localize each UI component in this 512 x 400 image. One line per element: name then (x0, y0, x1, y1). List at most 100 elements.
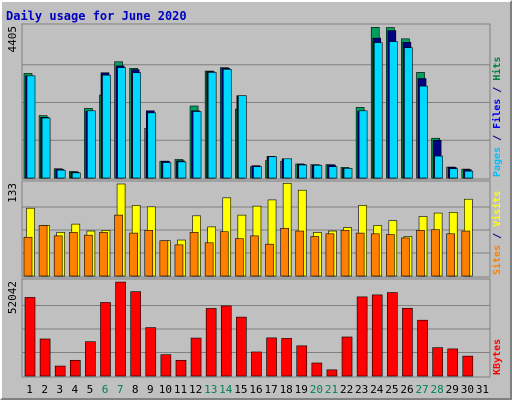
legend-segment: / (492, 129, 503, 147)
day-5-pages-bar (87, 110, 96, 179)
x-tick-label-29: 29 (446, 383, 459, 396)
panel-middle: 133 Sites / Visits (6, 180, 503, 278)
day-7-sites-bar (114, 214, 123, 277)
day-6-pages-bar (102, 74, 111, 179)
day-9-sites-bar (144, 230, 154, 277)
day-23-pages-bar (358, 110, 368, 179)
day-28-pages-bar (434, 155, 443, 179)
x-tick-label-31: 31 (476, 383, 489, 396)
x-tick-label-4: 4 (72, 383, 79, 396)
day-13-kbytes-bar (205, 308, 217, 377)
day-28-sites-bar (431, 229, 440, 277)
day-5-sites-bar (84, 234, 93, 277)
legend-segment: Files (491, 99, 503, 129)
x-tick-label-11: 11 (174, 383, 187, 396)
day-21-pages-bar (328, 166, 338, 179)
day-29-kbytes-bar (447, 348, 459, 377)
day-5-kbytes-bar (85, 341, 96, 377)
legend-segment: Sites (491, 245, 503, 275)
day-14-kbytes-bar (220, 305, 232, 377)
day-29-pages-bar (449, 168, 459, 179)
day-27-kbytes-bar (417, 319, 428, 377)
day-15-pages-bar (238, 95, 247, 179)
day-2-pages-bar (41, 117, 51, 179)
day-30-sites-bar (461, 230, 471, 277)
day-19-pages-bar (298, 164, 308, 179)
panel-bottom: 52042 KBytes (6, 278, 503, 378)
day-11-kbytes-bar (175, 359, 187, 377)
day-13-pages-bar (207, 72, 217, 179)
day-9-pages-bar (147, 112, 157, 179)
chart-title: Daily usage for June 2020 (6, 9, 187, 23)
day-26-pages-bar (404, 47, 413, 179)
day-21-kbytes-bar (326, 369, 338, 377)
day-25-pages-bar (389, 41, 398, 179)
legend-segment: Pages (492, 147, 503, 177)
x-tick-label-2: 2 (41, 383, 48, 396)
day-1-sites-bar (23, 236, 33, 277)
day-24-sites-bar (370, 233, 380, 277)
day-16-kbytes-bar (251, 351, 262, 377)
day-11-sites-bar (174, 244, 184, 277)
day-19-sites-bar (295, 230, 305, 277)
day-14-pages-bar (222, 69, 232, 179)
day-2-kbytes-bar (39, 338, 51, 377)
day-18-sites-bar (280, 227, 289, 277)
day-30-pages-bar (464, 170, 474, 179)
x-tick-label-24: 24 (370, 383, 384, 396)
x-tick-label-26: 26 (400, 383, 413, 396)
day-25-sites-bar (386, 234, 395, 277)
day-17-pages-bar (268, 156, 277, 179)
day-17-sites-bar (265, 243, 274, 277)
x-tick-label-27: 27 (415, 383, 428, 396)
x-tick-label-20: 20 (310, 383, 323, 396)
day-3-kbytes-bar (54, 365, 66, 377)
day-18-pages-bar (283, 158, 292, 179)
day-2-sites-bar (38, 225, 48, 277)
day-22-sites-bar (340, 230, 350, 277)
day-29-sites-bar (446, 233, 456, 277)
day-12-kbytes-bar (190, 337, 202, 377)
day-23-kbytes-bar (356, 296, 368, 377)
panel-bottom-legend: KBytes (492, 339, 503, 375)
x-tick-label-17: 17 (264, 383, 277, 396)
x-tick-label-28: 28 (431, 383, 444, 396)
panel-middle-max-label: 133 (6, 183, 19, 203)
day-22-kbytes-bar (341, 336, 353, 377)
day-6-kbytes-bar (100, 302, 111, 377)
day-4-kbytes-bar (69, 359, 81, 377)
x-tick-label-10: 10 (159, 383, 172, 396)
day-20-pages-bar (313, 165, 323, 179)
x-tick-label-13: 13 (204, 383, 217, 396)
x-tick-label-30: 30 (461, 383, 474, 396)
day-1-kbytes-bar (24, 297, 36, 377)
day-11-pages-bar (177, 161, 187, 179)
x-tick-label-9: 9 (147, 383, 154, 396)
day-9-kbytes-bar (145, 327, 157, 377)
x-tick-label-15: 15 (234, 383, 247, 396)
day-23-sites-bar (355, 232, 365, 277)
day-15-kbytes-bar (236, 316, 247, 377)
legend-segment: Hits (491, 57, 503, 81)
day-12-pages-bar (192, 111, 202, 179)
day-1-pages-bar (26, 75, 36, 179)
day-8-pages-bar (132, 72, 141, 179)
x-tick-label-6: 6 (102, 383, 109, 396)
day-30-kbytes-bar (462, 355, 474, 377)
day-4-sites-bar (68, 232, 78, 277)
legend-segment: KBytes (492, 339, 503, 375)
day-18-kbytes-bar (281, 338, 292, 377)
day-14-sites-bar (219, 231, 229, 277)
x-tick-label-18: 18 (280, 383, 293, 396)
x-tick-label-16: 16 (249, 383, 262, 396)
day-6-sites-bar (99, 232, 108, 277)
panel-top-max-label: 4405 (6, 26, 19, 53)
day-26-kbytes-bar (402, 307, 413, 377)
chart-panels: 4405 Pages / Files / Hits 133 Sites / Visit… (6, 23, 503, 378)
x-tick-label-5: 5 (87, 383, 94, 396)
day-4-pages-bar (71, 172, 81, 179)
day-26-sites-bar (401, 237, 410, 277)
panel-top-legend: Pages / Files / Hits (491, 57, 503, 177)
day-12-sites-bar (189, 232, 199, 277)
